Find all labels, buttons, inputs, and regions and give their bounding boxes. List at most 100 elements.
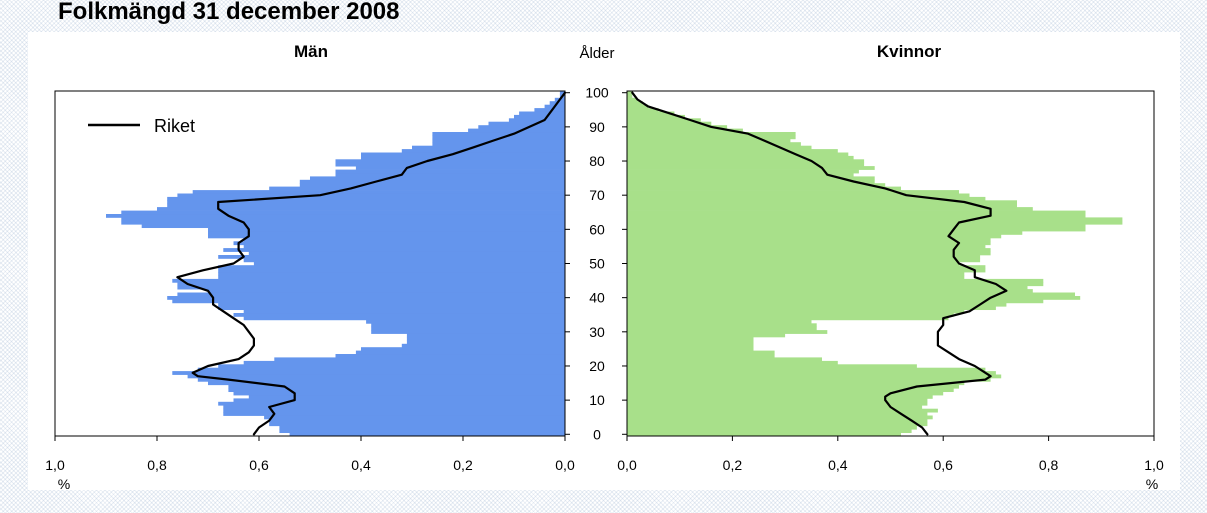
- men-bar-age-44: [177, 282, 565, 287]
- women-bar-age-26: [627, 343, 754, 348]
- women-bar-age-11: [627, 395, 933, 399]
- age-tick-label-30: 30: [589, 324, 605, 340]
- women-bar-age-34: [627, 316, 949, 321]
- women-bar-age-97: [627, 101, 643, 106]
- women-bar-age-29: [627, 333, 786, 338]
- riket-line-men: [176, 91, 567, 436]
- men-bar-age-35: [233, 313, 565, 317]
- women-bar-age-33: [627, 319, 812, 324]
- women-bar-age-74: [627, 179, 875, 184]
- men-bar-age-32: [371, 323, 565, 328]
- women-bar-age-55: [627, 244, 986, 249]
- men-bar-age-30: [371, 330, 565, 334]
- women-bar-age-51: [627, 258, 981, 263]
- women-bar-age-100: [627, 91, 633, 95]
- men-bar-age-16: [197, 377, 566, 382]
- men-bar-age-67: [167, 203, 565, 208]
- women-bar-age-63: [627, 217, 1123, 222]
- men-bar-age-14: [228, 384, 565, 389]
- women-bar-age-60: [627, 227, 1086, 232]
- women-bar-age-68: [627, 200, 1017, 205]
- age-tick-label-50: 50: [589, 256, 605, 272]
- women-bar-age-84: [627, 145, 812, 150]
- women-bar-age-56: [627, 241, 991, 246]
- women-bar-age-50: [627, 261, 959, 266]
- women-bar-age-59: [627, 231, 1023, 235]
- women-unit-label: %: [1146, 476, 1158, 492]
- men-bar-age-70: [177, 193, 565, 198]
- women-bar-age-78: [627, 166, 875, 170]
- men-bar-age-28: [406, 336, 565, 341]
- men-bar-age-49: [218, 265, 565, 270]
- women-bar-age-8: [627, 405, 923, 410]
- women-bar-age-57: [627, 237, 991, 242]
- women-bar-age-46: [627, 275, 965, 280]
- women-bar-age-3: [627, 422, 928, 427]
- men-bar-age-55: [243, 244, 565, 249]
- riket-line-women: [631, 91, 1008, 436]
- men-bar-age-18: [172, 371, 566, 375]
- men-bar-age-37: [218, 306, 565, 311]
- women-bar-age-80: [627, 159, 865, 164]
- women-bar-age-2: [627, 425, 917, 430]
- women-bar-age-89: [627, 128, 743, 133]
- men-bar-age-17: [187, 374, 565, 379]
- women-bar-age-75: [627, 176, 875, 181]
- men-bar-age-51: [243, 258, 565, 263]
- women-bar-age-81: [627, 155, 854, 160]
- men-bar-age-52: [218, 255, 565, 259]
- age-tick-label-80: 80: [589, 153, 605, 169]
- men-x-tick-label-0,4: 0,4: [351, 457, 371, 473]
- women-bar-age-67: [627, 203, 1017, 208]
- men-bar-age-0: [289, 432, 565, 437]
- women-bar-age-47: [627, 272, 965, 276]
- men-bar-age-40: [167, 296, 565, 300]
- men-bar-age-45: [172, 278, 566, 283]
- men-bar-age-93: [514, 114, 565, 119]
- men-bar-age-8: [223, 405, 566, 410]
- women-bar-age-72: [627, 186, 901, 191]
- women-bar-age-79: [627, 162, 865, 167]
- men-bar-age-6: [223, 412, 566, 416]
- women-bar-age-91: [627, 121, 712, 126]
- women-bar-age-58: [627, 234, 1002, 239]
- women-bar-age-95: [627, 108, 659, 112]
- men-bar-age-85: [432, 142, 565, 147]
- women-bar-age-43: [627, 285, 1028, 290]
- women-bar-age-39: [627, 299, 1044, 304]
- women-bar-age-35: [627, 313, 954, 317]
- men-bar-age-46: [218, 275, 565, 280]
- women-bar-age-9: [627, 401, 928, 406]
- women-bar-age-4: [627, 418, 928, 423]
- women-bar-age-24: [627, 350, 775, 355]
- women-bar-age-28: [627, 336, 754, 341]
- men-bar-age-83: [401, 149, 565, 153]
- age-tick-label-20: 20: [589, 358, 605, 374]
- women-bar-age-16: [627, 377, 991, 382]
- men-bar-age-10: [233, 398, 565, 403]
- men-bar-age-20: [218, 364, 565, 369]
- men-bar-age-31: [371, 326, 565, 331]
- men-bar-age-38: [218, 302, 565, 307]
- men-bar-age-7: [223, 408, 566, 413]
- men-bar-age-42: [208, 289, 565, 293]
- legend: Riket: [88, 116, 195, 136]
- men-bar-age-89: [468, 128, 565, 133]
- women-bar-age-92: [627, 118, 701, 123]
- women-bar-age-69: [627, 196, 986, 201]
- men-bar-age-5: [264, 415, 565, 420]
- women-bar-age-86: [627, 138, 791, 143]
- men-bar-age-72: [269, 186, 565, 191]
- women-bar-age-42: [627, 289, 1033, 293]
- men-bar-age-26: [401, 343, 565, 348]
- women-x-tick-label-0,4: 0,4: [828, 457, 848, 473]
- women-bar-age-22: [627, 357, 822, 362]
- men-bar-age-11: [248, 395, 566, 399]
- women-bar-age-36: [627, 309, 965, 314]
- men-bar-age-23: [335, 354, 565, 358]
- men-bar-age-78: [355, 166, 565, 170]
- women-bar-age-44: [627, 282, 1044, 287]
- legend-label: Riket: [154, 116, 195, 136]
- men-bar-age-43: [177, 285, 565, 290]
- women-bar-age-32: [627, 323, 817, 328]
